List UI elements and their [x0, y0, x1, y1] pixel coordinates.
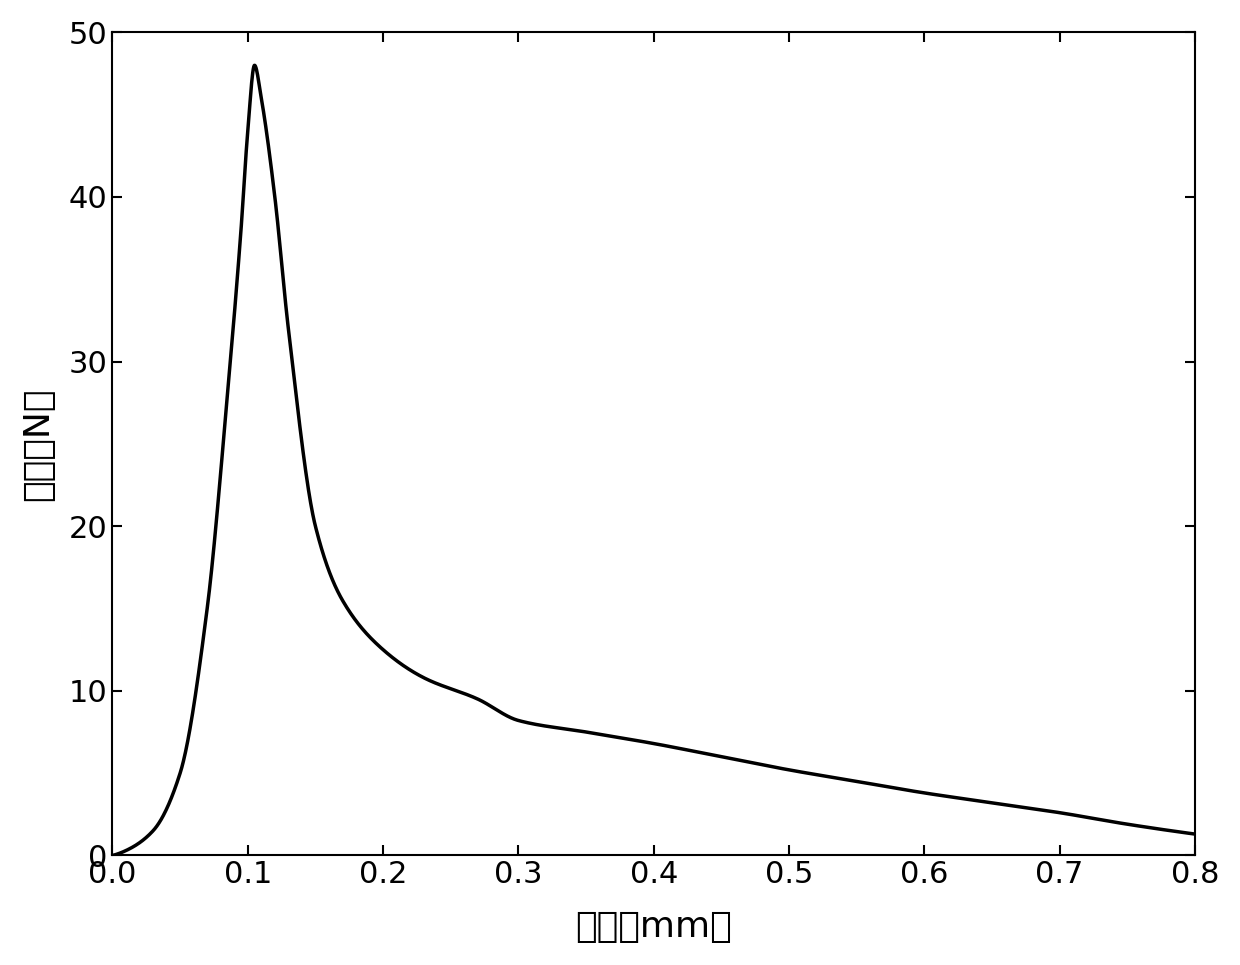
Y-axis label: 载荷（N）: 载荷（N） — [21, 387, 55, 501]
X-axis label: 位移（mm）: 位移（mm） — [575, 910, 732, 944]
